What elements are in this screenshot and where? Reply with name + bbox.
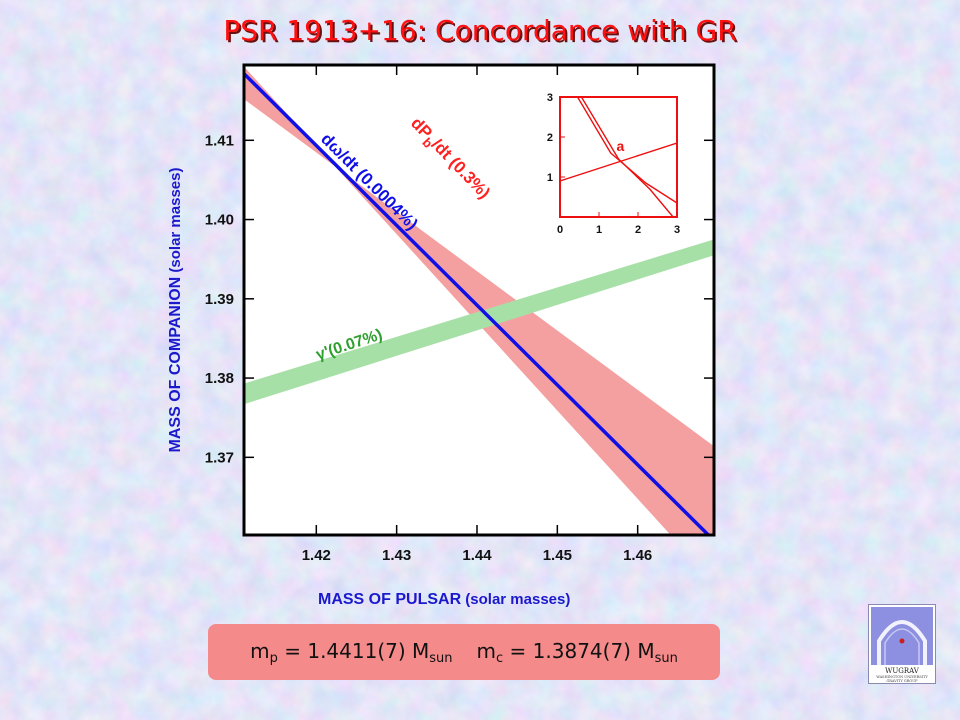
logo-emblem (871, 607, 933, 665)
pulsar-mass-value: = 1.4411(7) M (277, 638, 430, 663)
x-tick-label: 1.46 (623, 547, 652, 564)
inset-x-tick-label: 3 (674, 224, 680, 236)
y-tick-label: 1.40 (205, 212, 234, 229)
inset-curve (576, 97, 677, 204)
wugrav-logo[interactable]: WUGRAV WASHINGTON UNIVERSITY GRAVITY GRO… (868, 604, 936, 684)
companion-mass-symbol: m (476, 638, 497, 663)
y-axis-title-unit: (solar masses) (167, 168, 184, 277)
omega-dot-line (244, 72, 710, 535)
inset-x-tick-label: 1 (596, 224, 602, 236)
y-axis-title: MASS OF COMPANION (solar masses) (167, 168, 184, 453)
y-tick-label: 1.38 (205, 370, 234, 387)
inset-curve (580, 97, 674, 217)
y-axis-title-main: MASS OF COMPANION (167, 277, 184, 453)
companion-mass-result: mc = 1.3874(7) Msun (477, 639, 678, 666)
inset-frame (559, 96, 678, 218)
companion-mass-value: = 1.3874(7) M (503, 638, 655, 663)
x-tick-label: 1.44 (462, 547, 492, 564)
y-tick-label: 1.37 (205, 449, 234, 466)
y-tick-label: 1.39 (205, 291, 234, 308)
inset-y-tick-label: 3 (547, 92, 553, 104)
pulsar-mass-symbol: m (250, 638, 270, 663)
pulsar-mass-subscript: p (269, 650, 278, 666)
x-axis-title-main: MASS OF PULSAR (318, 591, 462, 608)
inset-curve (560, 142, 677, 182)
companion-mass-unit-subscript: sun (654, 650, 678, 666)
inset-annotation: a (617, 138, 625, 154)
y-tick-label: 1.41 (205, 132, 234, 149)
x-tick-label: 1.45 (543, 547, 572, 564)
inset-x-tick-label: 0 (557, 224, 563, 236)
inset-y-tick-label: 1 (547, 172, 553, 184)
inset-y-tick-label: 2 (547, 132, 553, 144)
x-axis-title-unit: (solar masses) (461, 591, 570, 608)
logo-label: WUGRAV (885, 667, 919, 675)
slide-title: PSR 1913+16: Concordance with GR (223, 14, 737, 47)
companion-mass-subscript: c (496, 650, 504, 666)
pulsar-mass-result: mp = 1.4411(7) Msun (250, 639, 452, 666)
inset-x-tick-label: 2 (635, 224, 641, 236)
x-tick-label: 1.43 (382, 547, 411, 564)
result-box: mp = 1.4411(7) Msun mc = 1.3874(7) Msun (208, 624, 720, 680)
pulsar-mass-unit-subscript: sun (429, 650, 453, 666)
plot-frame (242, 63, 716, 537)
x-tick-label: 1.42 (302, 547, 331, 564)
logo-subtitle: WASHINGTON UNIVERSITY GRAVITY GROUP (876, 675, 928, 683)
gamma-band (244, 239, 714, 405)
x-axis-title: MASS OF PULSAR (solar masses) (318, 591, 570, 608)
dpb-dt-band (244, 66, 714, 535)
mass-mass-diagram: 1.42 1.43 1.44 1.45 1.46 1.37 1.38 1.39 1.40 1.41… (167, 63, 716, 608)
